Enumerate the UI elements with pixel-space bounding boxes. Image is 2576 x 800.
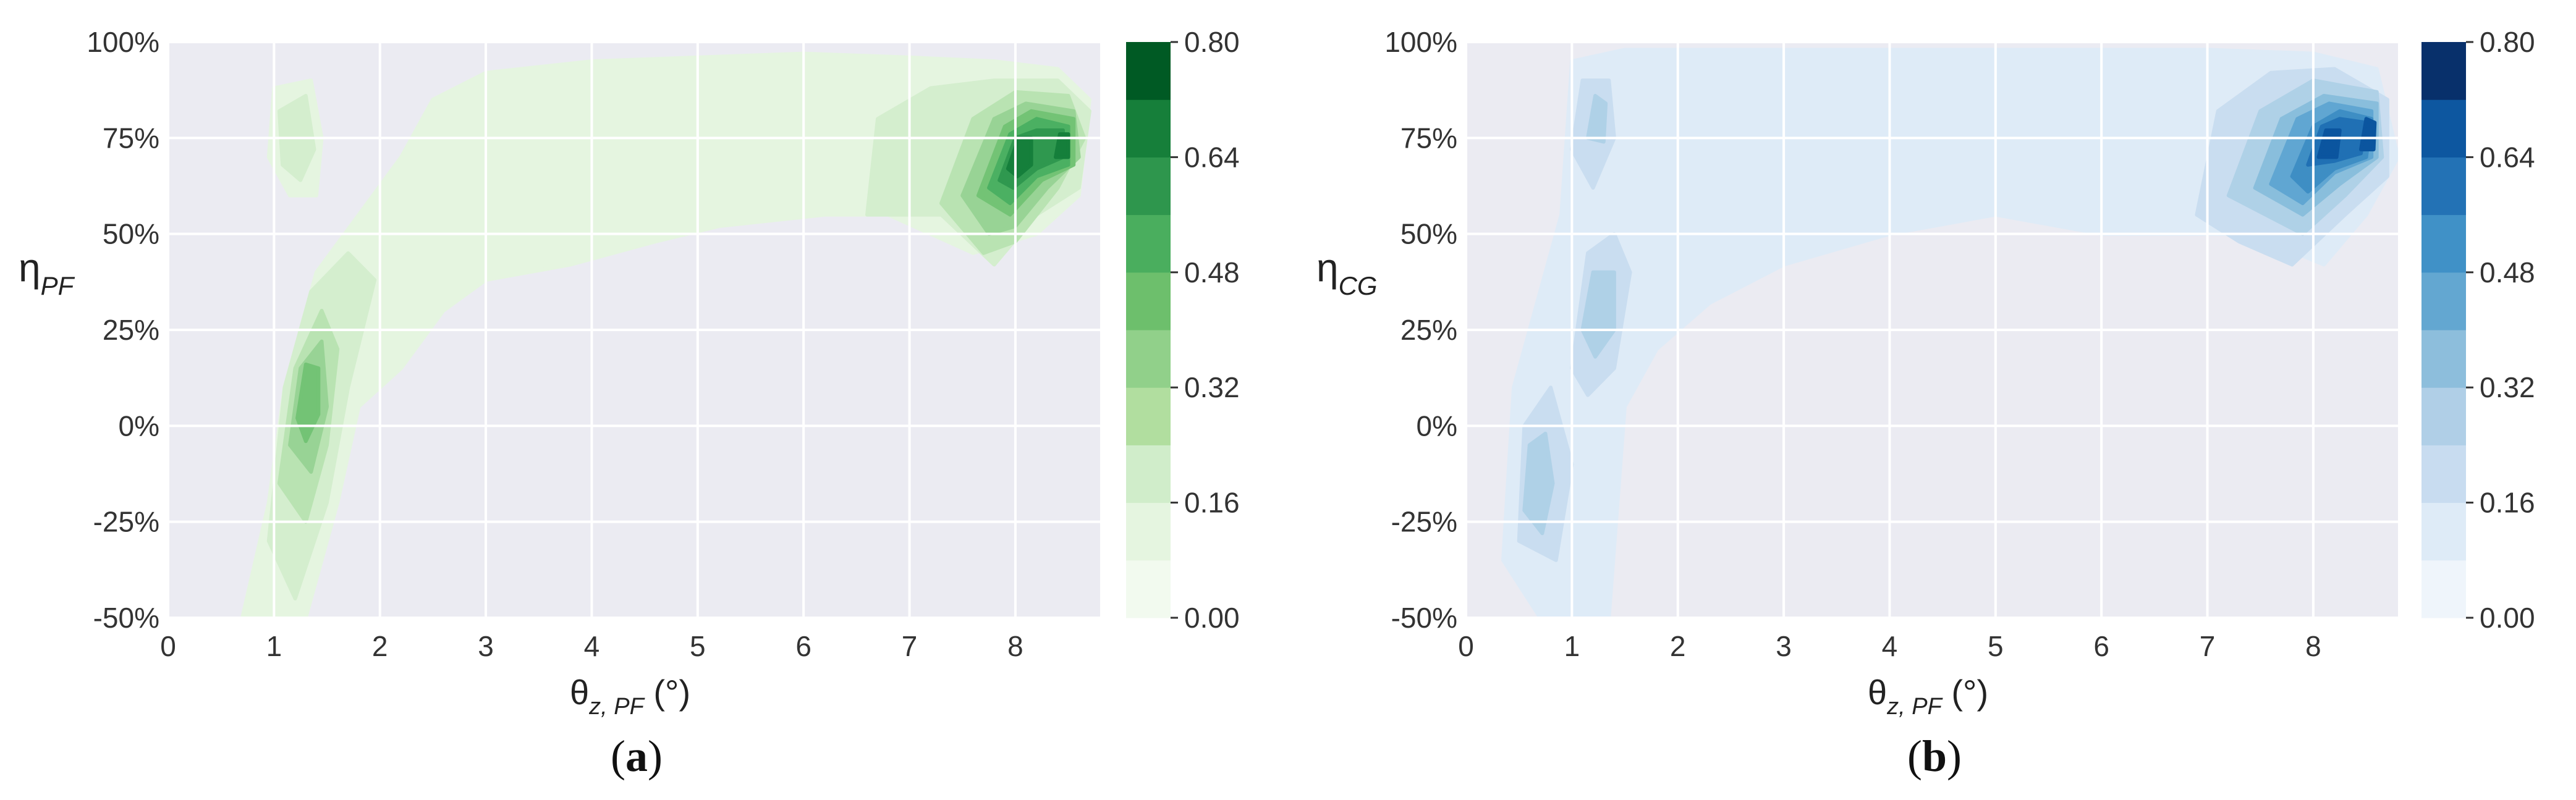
colorbar-band — [2421, 560, 2466, 618]
colorbar-band — [1126, 387, 1171, 445]
y-tick-label: -50% — [93, 602, 159, 634]
y-tick-label: 100% — [87, 26, 159, 58]
y-tick-label: -25% — [1391, 506, 1457, 538]
x-tick-label: 8 — [2305, 630, 2321, 662]
colorbar-band — [1126, 214, 1171, 273]
colorbar-tick-label: 0.80 — [1184, 26, 1240, 58]
x-tick-label: 0 — [160, 630, 176, 662]
colorbar-band — [1126, 560, 1171, 618]
colorbar-tick-label: 0.80 — [2480, 26, 2535, 58]
x-tick-label: 6 — [795, 630, 811, 662]
x-tick-label: 7 — [2200, 630, 2216, 662]
contour-band — [1586, 94, 1608, 144]
colorbar-tick-label: 0.32 — [2480, 371, 2535, 403]
colorbar-tick-labels: 0.00 0.16 0.32 0.48 0.64 0.80 — [1171, 26, 1240, 634]
colorbar-tick-label: 0.32 — [1184, 371, 1240, 403]
x-tick-label: 5 — [1988, 630, 2004, 662]
colorbar-band — [2421, 272, 2466, 331]
y-tick-label: 50% — [103, 218, 159, 250]
x-tick-labels: 0 1 2 3 4 5 6 7 8 — [160, 630, 1023, 662]
colorbar-band — [1126, 330, 1171, 388]
y-tick-labels: -50% -25% 0% 25% 50% 75% 100% — [1384, 26, 1457, 634]
colorbar-band — [2421, 502, 2466, 561]
colorbar-band — [2421, 42, 2466, 100]
x-tick-label: 4 — [1882, 630, 1898, 662]
colorbar-band — [1126, 445, 1171, 503]
colorbar-band — [2421, 99, 2466, 158]
x-tick-label: 6 — [2093, 630, 2109, 662]
x-tick-label: 2 — [1670, 630, 1686, 662]
x-tick-label: 2 — [372, 630, 388, 662]
panel-b: 0 1 2 3 4 5 6 7 8 -50% -25% 0% 25% 50% 75% 100% ηCG θz… — [1316, 26, 2535, 781]
colorbar-band — [2421, 445, 2466, 503]
density-contours — [1501, 48, 2398, 618]
y-tick-label: 25% — [1400, 314, 1457, 346]
y-tick-label: 100% — [1384, 26, 1457, 58]
panel-caption: (a) — [611, 731, 663, 781]
contour-band — [1501, 48, 2398, 618]
colorbar-band — [1126, 42, 1171, 100]
colorbar-tick-label: 0.16 — [2480, 487, 2535, 519]
x-tick-label: 0 — [1458, 630, 1474, 662]
y-tick-label: 75% — [103, 122, 159, 154]
colorbar-band — [2421, 157, 2466, 216]
colorbar-tick-label: 0.64 — [1184, 141, 1240, 173]
panel-caption: (b) — [1907, 731, 1962, 781]
panel-a: 0 1 2 3 4 5 6 7 8 -50% -25% 0% 25% 50% 75% 100% ηPF θz… — [19, 26, 1240, 781]
contour-band — [1580, 270, 1616, 359]
y-tick-label: 25% — [103, 314, 159, 346]
colorbar-band — [1126, 272, 1171, 331]
colorbar-band — [1126, 99, 1171, 158]
y-tick-label: -25% — [93, 506, 159, 538]
colorbar-tick-label: 0.00 — [2480, 602, 2535, 634]
colorbar — [2421, 42, 2466, 618]
x-axis-label: θz, PF (°) — [570, 673, 690, 720]
colorbar-band — [2421, 387, 2466, 445]
x-tick-label: 5 — [690, 630, 706, 662]
x-tick-labels: 0 1 2 3 4 5 6 7 8 — [1458, 630, 2321, 662]
colorbar-band — [2421, 330, 2466, 388]
x-tick-label: 3 — [478, 630, 494, 662]
grid — [1465, 41, 2398, 619]
colorbar-tick-label: 0.48 — [2480, 256, 2535, 288]
contour-band — [1054, 132, 1070, 159]
colorbar-tick-labels: 0.00 0.16 0.32 0.48 0.64 0.80 — [2466, 26, 2535, 634]
colorbar-band — [2421, 214, 2466, 273]
colorbar — [1126, 42, 1171, 618]
y-tick-labels: -50% -25% 0% 25% 50% 75% 100% — [87, 26, 159, 634]
x-tick-label: 4 — [584, 630, 600, 662]
y-tick-label: 0% — [119, 410, 159, 442]
contour-band — [2359, 117, 2377, 151]
colorbar-tick-label: 0.00 — [1184, 602, 1240, 634]
colorbar-band — [1126, 157, 1171, 216]
x-tick-label: 3 — [1776, 630, 1792, 662]
contour-band — [1522, 431, 1555, 536]
colorbar-band — [1126, 502, 1171, 561]
colorbar-tick-label: 0.16 — [1184, 487, 1240, 519]
y-axis-label: ηPF — [19, 245, 75, 300]
colorbar-tick-label: 0.64 — [2480, 141, 2535, 173]
x-tick-label: 1 — [266, 630, 282, 662]
y-tick-label: -50% — [1391, 602, 1457, 634]
contour-band — [295, 362, 321, 444]
y-tick-label: 75% — [1400, 122, 1457, 154]
x-axis-label: θz, PF (°) — [1868, 673, 1988, 720]
y-tick-label: 0% — [1417, 410, 1457, 442]
y-tick-label: 50% — [1400, 218, 1457, 250]
colorbar-tick-label: 0.48 — [1184, 256, 1240, 288]
y-axis-label: ηCG — [1316, 245, 1378, 300]
x-tick-label: 7 — [902, 630, 918, 662]
grid — [167, 41, 1100, 619]
x-tick-label: 8 — [1007, 630, 1023, 662]
x-tick-label: 1 — [1564, 630, 1580, 662]
